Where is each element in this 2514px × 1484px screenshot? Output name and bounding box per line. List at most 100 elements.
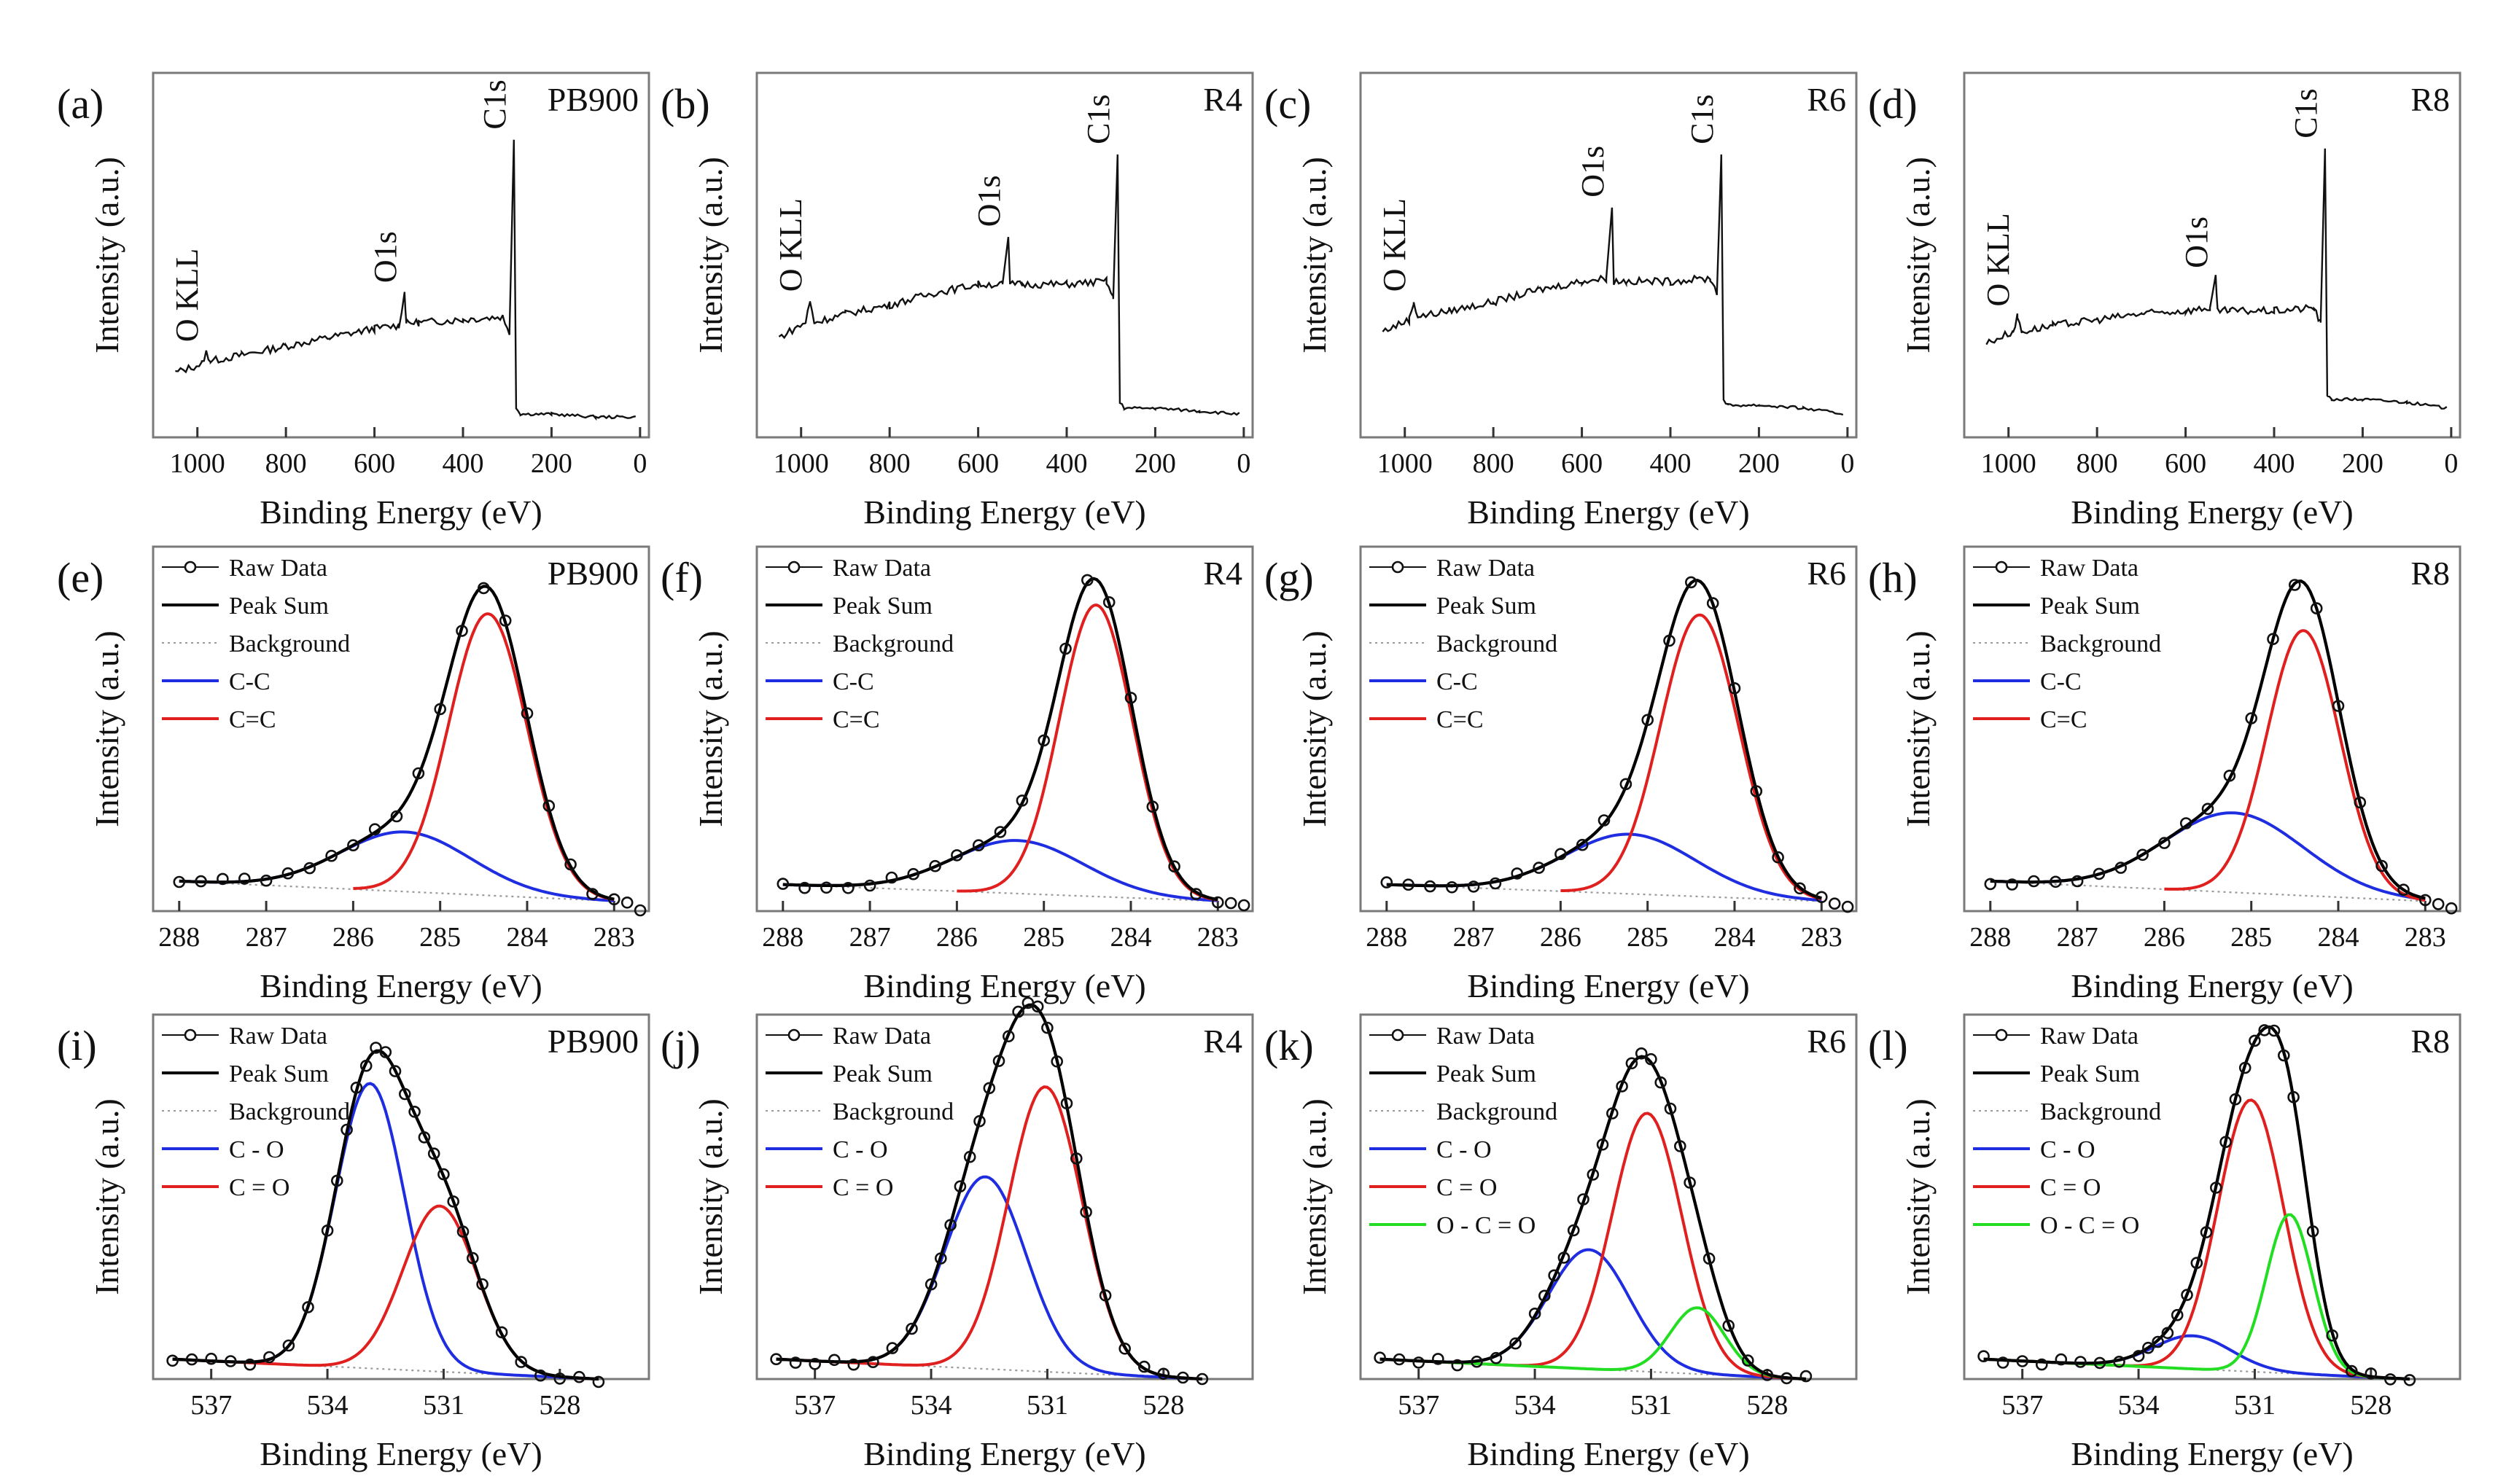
raw-data-point xyxy=(607,893,620,906)
sample-label: R6 xyxy=(1807,1023,1846,1060)
x-axis-title: Binding Energy (eV) xyxy=(260,1435,542,1472)
raw-data-point xyxy=(2201,802,2214,816)
raw-data-point xyxy=(1212,896,1224,909)
legend-label: Background xyxy=(2040,630,2161,657)
legend-label: C - O xyxy=(833,1136,888,1163)
x-tick-label: 534 xyxy=(911,1390,952,1421)
y-axis-title: Intensity (a.u.) xyxy=(1899,630,1937,827)
x-tick-label: 286 xyxy=(1540,922,1581,953)
legend-label: Raw Data xyxy=(2040,555,2139,582)
panel-letter: (j) xyxy=(661,1022,701,1069)
raw-data-point xyxy=(1619,778,1632,791)
peak-label: O KLL xyxy=(1377,198,1412,292)
y-axis-title: Intensity (a.u.) xyxy=(88,630,125,827)
raw-data-point xyxy=(1674,1140,1686,1152)
peak-sum-line xyxy=(782,577,1218,902)
raw-data-point xyxy=(185,1353,198,1366)
x-tick-label: 283 xyxy=(594,922,635,953)
raw-data-point xyxy=(1554,848,1567,860)
x-tick-label: 537 xyxy=(1398,1390,1439,1421)
raw-data-point xyxy=(634,904,647,917)
legend-marker xyxy=(184,561,197,574)
raw-data-point xyxy=(2384,1373,2397,1386)
x-tick-label: 288 xyxy=(762,922,803,953)
raw-data-point xyxy=(573,1370,585,1383)
x-tick-label: 288 xyxy=(158,922,200,953)
raw-data-point xyxy=(282,1339,295,1352)
raw-data-point xyxy=(499,614,512,627)
sample-label: R4 xyxy=(1203,1023,1242,1060)
x-tick-label: 287 xyxy=(849,922,891,953)
raw-data-point xyxy=(1059,642,1072,655)
raw-data-point xyxy=(1080,1206,1092,1219)
raw-data-point xyxy=(1190,888,1202,900)
raw-data-point xyxy=(434,703,447,716)
raw-data-point xyxy=(1685,576,1697,589)
x-tick-label: 287 xyxy=(246,922,287,953)
y-axis-title: Intensity (a.u.) xyxy=(692,630,729,827)
raw-data-point xyxy=(1722,1319,1735,1332)
raw-data-point xyxy=(592,1375,605,1389)
plot-frame xyxy=(1359,71,1858,439)
y-axis-title: Intensity (a.u.) xyxy=(692,157,729,354)
peak-label: O KLL xyxy=(1980,213,2016,306)
x-axis-title: Binding Energy (eV) xyxy=(2071,1435,2354,1472)
raw-data-point xyxy=(1567,1224,1580,1237)
sample-label: R8 xyxy=(2410,555,2450,592)
raw-data-point xyxy=(2332,700,2345,712)
peak-label: C1s xyxy=(1081,94,1116,144)
x-tick-label: 800 xyxy=(869,448,911,479)
plot-frame xyxy=(1359,1013,1858,1380)
raw-data-point xyxy=(564,858,577,871)
panel-l: 537 534 531 528 Binding Energy (eV) Intensity… xyxy=(1868,1013,2462,1472)
panel-letter: (g) xyxy=(1264,554,1314,601)
raw-data-point xyxy=(847,1358,860,1371)
legend-marker xyxy=(1995,561,2008,574)
raw-data-point xyxy=(1424,880,1436,893)
raw-data-point xyxy=(2114,862,2127,874)
legend-label: Raw Data xyxy=(229,1023,327,1050)
x-tick-label: 285 xyxy=(419,922,461,953)
peak-label: O KLL xyxy=(773,198,809,292)
panel-c: 1000 800 600 400 200 0 Binding Energy (eV) Inte… xyxy=(1264,71,1858,531)
peak-sum-line xyxy=(1386,578,1822,900)
raw-data-point xyxy=(1750,785,1763,797)
raw-data-point xyxy=(907,867,919,880)
raw-data-point xyxy=(553,1372,567,1385)
raw-data-point xyxy=(992,1055,1005,1067)
x-tick-label: 1000 xyxy=(774,448,829,479)
x-axis-title: Binding Energy (eV) xyxy=(2071,493,2354,531)
spectrum-line xyxy=(175,139,637,421)
plot-frame xyxy=(152,71,650,439)
sample-label: PB900 xyxy=(548,1023,639,1060)
raw-data-point xyxy=(2326,1329,2338,1342)
legend-label: C-C xyxy=(229,668,271,695)
raw-data-point xyxy=(1664,1102,1677,1115)
raw-data-point xyxy=(1616,1080,1628,1093)
raw-data-point xyxy=(2093,1356,2106,1370)
raw-data-point xyxy=(1168,860,1180,872)
raw-data-point xyxy=(515,1356,528,1368)
panel-a: 1000 800 600 400 200 0 Binding Energy (eV) Inte… xyxy=(57,71,650,531)
panel-h: 288 287 286 285 284 283 Binding Energy (eV) Int… xyxy=(1868,545,2462,1004)
peak-label: C1s xyxy=(1684,94,1720,144)
raw-data-point xyxy=(1548,1269,1560,1282)
legend-label: Peak Sum xyxy=(229,593,329,620)
raw-data-point xyxy=(2142,1341,2155,1354)
panel-letter: (b) xyxy=(661,80,710,128)
raw-data-point xyxy=(798,881,811,894)
spectrum-line xyxy=(1985,148,2448,410)
x-tick-label: 528 xyxy=(2350,1390,2392,1421)
panel-f: 288 287 286 285 284 283 Binding Energy (eV) Int… xyxy=(661,545,1254,1004)
raw-data-point xyxy=(1060,1097,1073,1110)
panel-k: 537 534 531 528 Binding Energy (eV) Intensity… xyxy=(1264,1013,1858,1472)
raw-data-point xyxy=(1146,800,1159,813)
raw-data-point xyxy=(389,1065,402,1077)
legend-label: Background xyxy=(833,1098,954,1125)
raw-data-point xyxy=(2071,875,2084,888)
raw-data-point xyxy=(2136,848,2149,862)
legend-marker xyxy=(1391,561,1404,574)
raw-data-point xyxy=(1728,682,1741,695)
raw-data-point xyxy=(1003,1030,1015,1042)
raw-data-point xyxy=(1412,1356,1425,1369)
